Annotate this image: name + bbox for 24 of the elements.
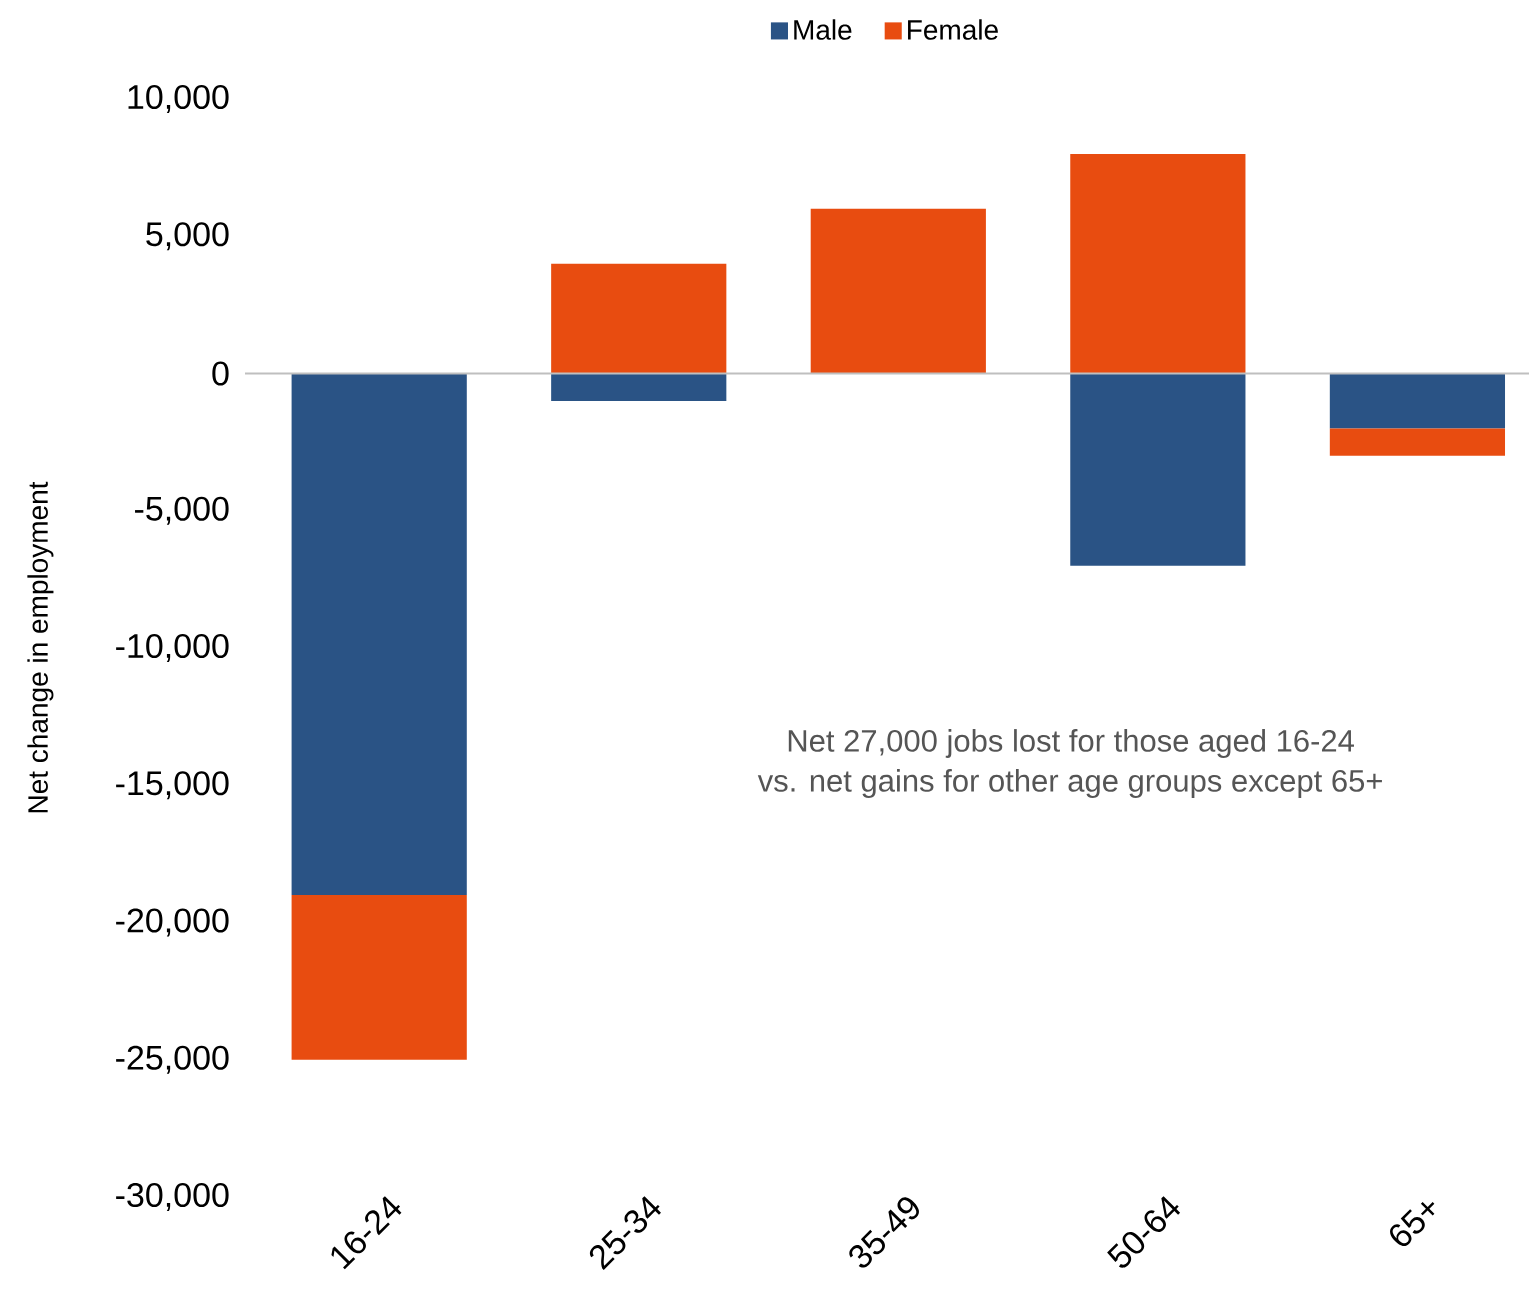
annotation: Net 27,000 jobs lost for those aged 16-24 [788,729,1354,758]
y-tick-label: 5,000 [146,222,229,251]
bar [291,373,467,896]
y-tick-label: -20,000 [116,908,229,937]
bar [291,895,467,1060]
bar [1070,373,1246,566]
y-tick-label: -5,000 [135,496,229,525]
annotation: vs. net gains for other age groups except 65+ [757,769,1382,798]
y-axis-title: Net change in employment [27,481,54,813]
y-tick-label: -30,000 [116,1182,229,1212]
bar [551,263,727,374]
bar [1329,373,1506,429]
y-tick-label: 10,000 [128,84,229,114]
legend-label: Female [908,19,998,40]
y-tick-label: -25,000 [116,1045,229,1074]
y-tick-label: 0 [212,361,229,386]
bar [551,373,727,401]
y-tick-label: -10,000 [116,633,229,663]
y-tick-label: -15,000 [116,771,229,800]
bar [1329,428,1506,456]
x-tick-label: 65+ [1390,1201,1435,1247]
bar [810,208,986,374]
bar [1070,153,1246,374]
legend-label: Male [794,19,852,40]
